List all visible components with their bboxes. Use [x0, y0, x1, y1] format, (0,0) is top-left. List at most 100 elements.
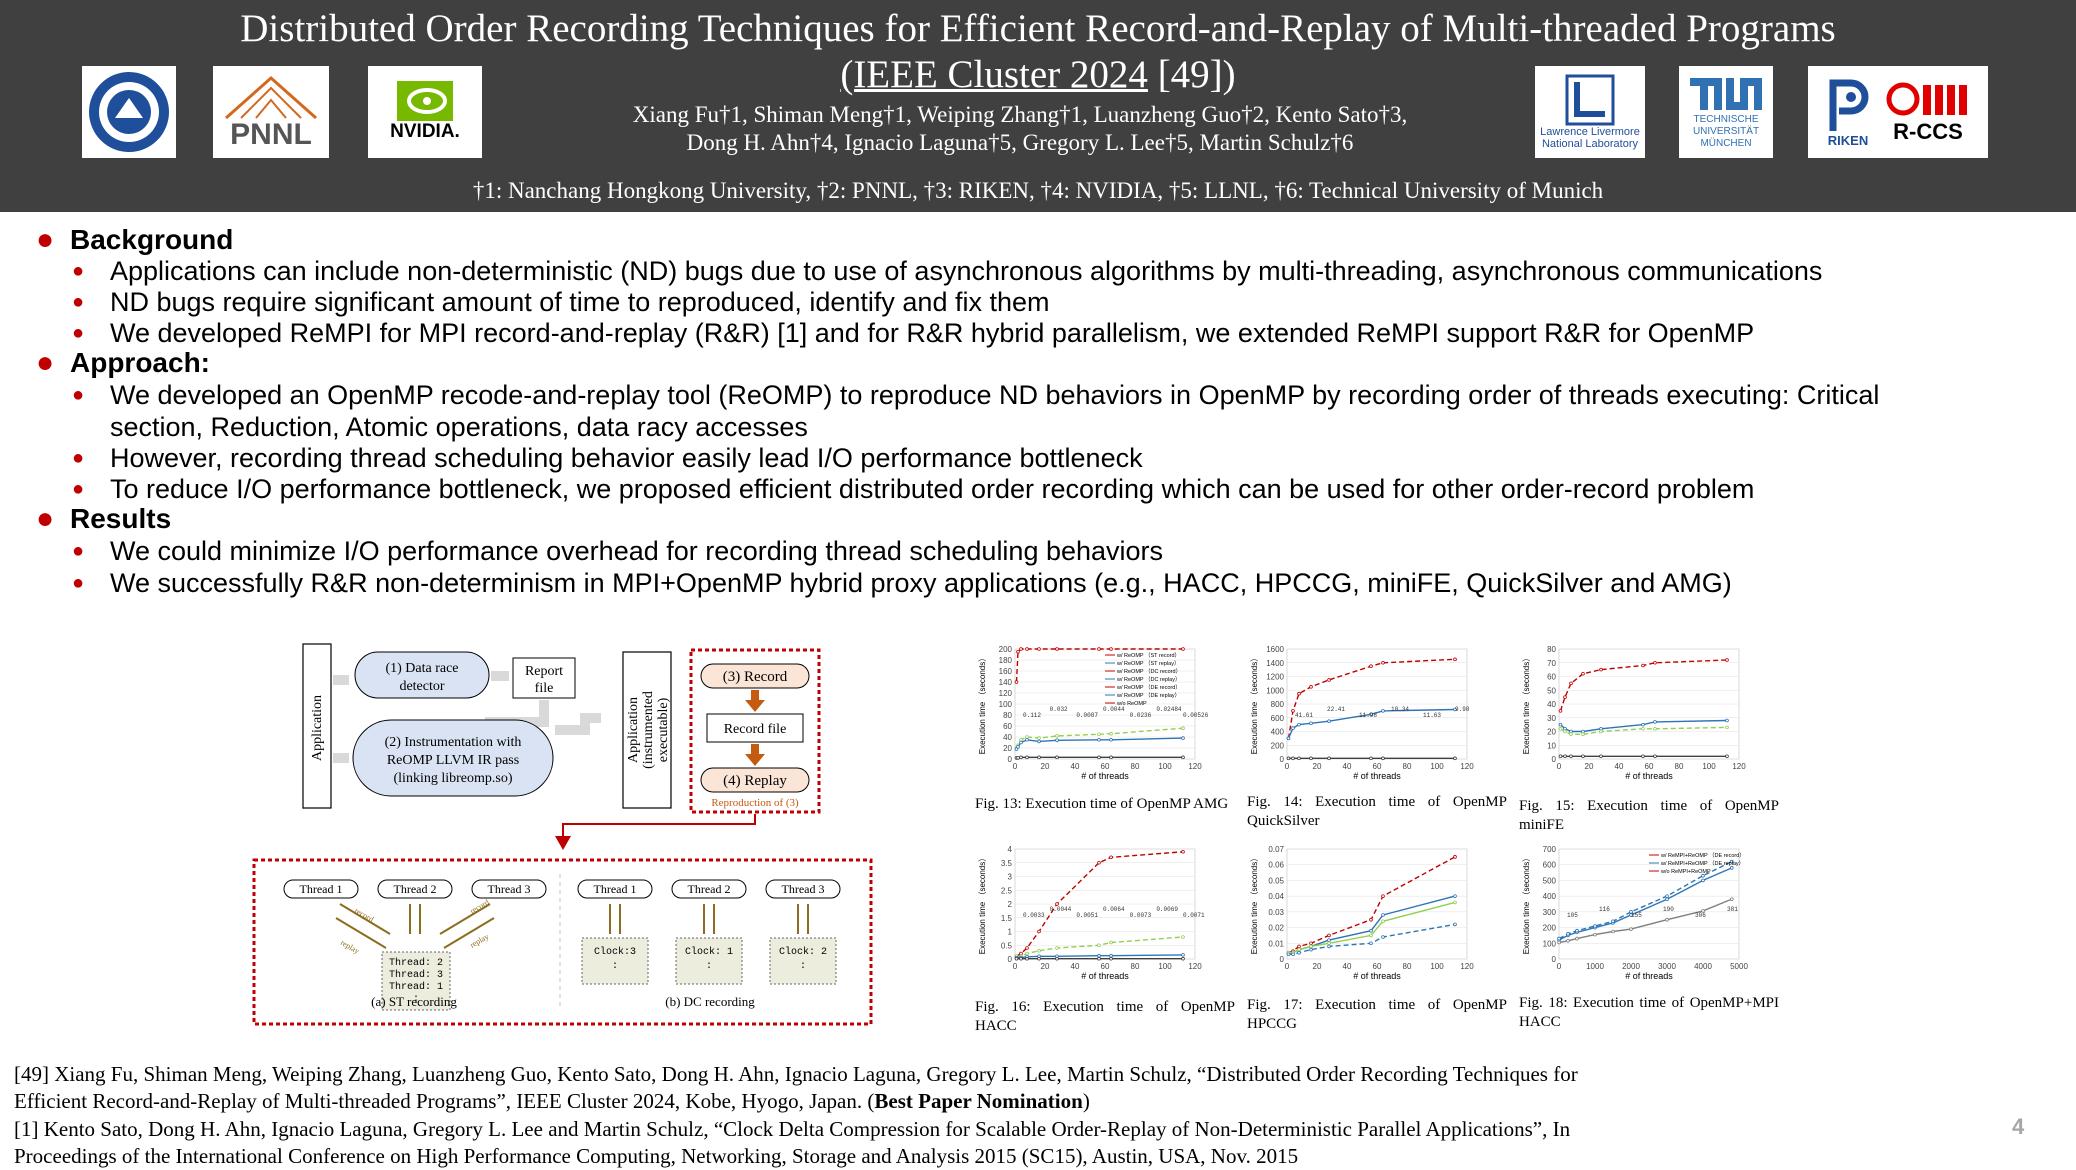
- data-label: 381: [1727, 906, 1738, 913]
- x-tick-label: 120: [1188, 762, 1202, 771]
- y-tick-label: 1000: [1266, 686, 1284, 695]
- step2-label-2: ReOMP LLVM IR pass: [387, 753, 519, 768]
- dc-entry: :: [706, 961, 712, 972]
- x-tick-label: 40: [1343, 962, 1352, 971]
- reference-1-line2: Proceedings of the International Confere…: [14, 1144, 1299, 1168]
- series-line: [1016, 851, 1184, 957]
- y-tick-label: 200: [1543, 924, 1557, 933]
- data-point: [1181, 755, 1185, 760]
- nvidia-logo: NVIDIA.: [368, 66, 482, 158]
- data-point: [1453, 922, 1457, 927]
- data-point: [1453, 756, 1457, 761]
- x-tick-label: 100: [1430, 762, 1444, 771]
- data-label: 0.0044: [1103, 706, 1125, 713]
- data-point: [1665, 897, 1669, 902]
- st-record-doc: [381, 951, 451, 1011]
- data-label: 10.34: [1391, 706, 1409, 713]
- step2-label-3: (linking libreomp.so): [394, 771, 513, 786]
- data-point: [1055, 755, 1059, 760]
- detail-box: [252, 858, 873, 1026]
- recording-detail-diagram: Thread 1 Thread 2 Thread 3 Thread 1 Thre…: [252, 858, 873, 1026]
- data-label: 116: [1599, 906, 1610, 913]
- data-label: 22.41: [1327, 706, 1345, 713]
- data-point: [1297, 756, 1301, 761]
- chart-17: 0 0.01 0.02 0.03 0.04 0.05 0.06 0.07 0 20 40 60 80 10…: [1250, 845, 1474, 981]
- x-tick-label: 0: [1557, 762, 1562, 771]
- data-point: [1016, 756, 1020, 760]
- chart-18: 0 100 200 300 400 500 600 700 0 1000 2000 3000 4000 5…: [1522, 845, 1748, 981]
- data-point: [1558, 726, 1563, 731]
- data-point: [1097, 953, 1101, 958]
- data-label: 0.0044: [1050, 906, 1072, 913]
- data-point: [1291, 756, 1295, 761]
- data-point: [1327, 933, 1331, 938]
- thread-pill: [377, 879, 453, 899]
- fig13-caption: Fig. 13: Execution time of OpenMP AMG: [975, 796, 1229, 812]
- data-point: [1641, 726, 1645, 731]
- x-axis-label: # of threads: [1625, 971, 1673, 981]
- y-tick-label: 200: [1271, 741, 1285, 750]
- x-axis-label: # of threads: [1081, 971, 1129, 981]
- y-tick-label: 0.02: [1268, 924, 1284, 933]
- data-point: [1369, 664, 1373, 668]
- x-tick-label: 20: [1313, 962, 1322, 971]
- y-tick-label: 160: [999, 667, 1013, 676]
- y-tick-label: 0.5: [1001, 941, 1013, 950]
- data-point: [1016, 649, 1020, 654]
- data-point: [1109, 953, 1113, 958]
- data-label: 105: [1567, 912, 1578, 919]
- y-tick-label: 2: [1008, 900, 1013, 909]
- legend-entry: w/ ReOMP （DC replay）: [1116, 676, 1180, 683]
- data-point: [1097, 647, 1101, 651]
- instrumented-app-box: [622, 651, 672, 809]
- data-label: 0.112: [1023, 712, 1041, 719]
- data-point: [1019, 956, 1023, 961]
- data-point: [1037, 929, 1041, 934]
- data-point: [1037, 647, 1041, 651]
- tum-logo: TECHNISCHE UNIVERSITÄT MÜNCHEN: [1679, 66, 1773, 158]
- data-label: 41.61: [1295, 712, 1313, 719]
- data-point: [1055, 647, 1059, 651]
- riken-text: RIKEN: [1827, 132, 1869, 148]
- data-point: [1297, 691, 1301, 696]
- fig16-caption: Fig. 16: Execution time of OpenMP HACC: [975, 999, 1235, 1034]
- data-point: [1566, 932, 1570, 936]
- data-point: [1109, 755, 1113, 760]
- record-label: record: [469, 898, 491, 916]
- x-tick-label: 4000: [1694, 962, 1712, 971]
- data-point: [1653, 720, 1657, 724]
- data-point: [1611, 929, 1615, 934]
- thread-pill: [283, 879, 359, 899]
- data-point: [1369, 941, 1373, 946]
- x-tick-label: 80: [1403, 762, 1412, 771]
- step3-record: [700, 663, 810, 689]
- y-tick-label: 20: [1003, 744, 1012, 753]
- rccs-text: R-CCS: [1893, 119, 1963, 144]
- data-label: 306: [1695, 912, 1706, 919]
- best-paper-nomination: Best Paper Nomination: [874, 1089, 1083, 1113]
- x-tick-label: 120: [1732, 762, 1746, 771]
- legend-entry: w/o ReMPI+ReOMP: [1660, 869, 1711, 875]
- data-label: 155: [1631, 912, 1642, 919]
- data-point: [1181, 956, 1185, 961]
- data-point: [1037, 736, 1041, 740]
- y-tick-label: 1: [1008, 928, 1013, 937]
- y-tick-label: 1400: [1266, 659, 1284, 668]
- y-tick-label: 0: [1008, 955, 1013, 964]
- x-tick-label: 3000: [1658, 962, 1676, 971]
- data-point: [1581, 671, 1585, 676]
- data-point: [1581, 732, 1585, 737]
- data-label: 0.00526: [1183, 712, 1209, 719]
- step1-label-2: detector: [399, 679, 444, 694]
- poster-title-venue: (IEEE Cluster 2024 [49]): [0, 52, 2076, 97]
- llnl-text-1: Lawrence Livermore: [1540, 126, 1640, 138]
- y-tick-label: 0: [1008, 755, 1013, 764]
- data-point: [1016, 745, 1020, 749]
- data-point: [1369, 933, 1373, 938]
- header-band: Distributed Order Recording Techniques f…: [0, 0, 2076, 212]
- y-tick-label: 0.07: [1268, 845, 1284, 854]
- data-point: [1019, 740, 1023, 745]
- fig18-caption: Fig. 18: Execution time of OpenMP+MPI HA…: [1519, 995, 1779, 1030]
- x-tick-label: 40: [1615, 762, 1624, 771]
- data-point: [1369, 928, 1373, 933]
